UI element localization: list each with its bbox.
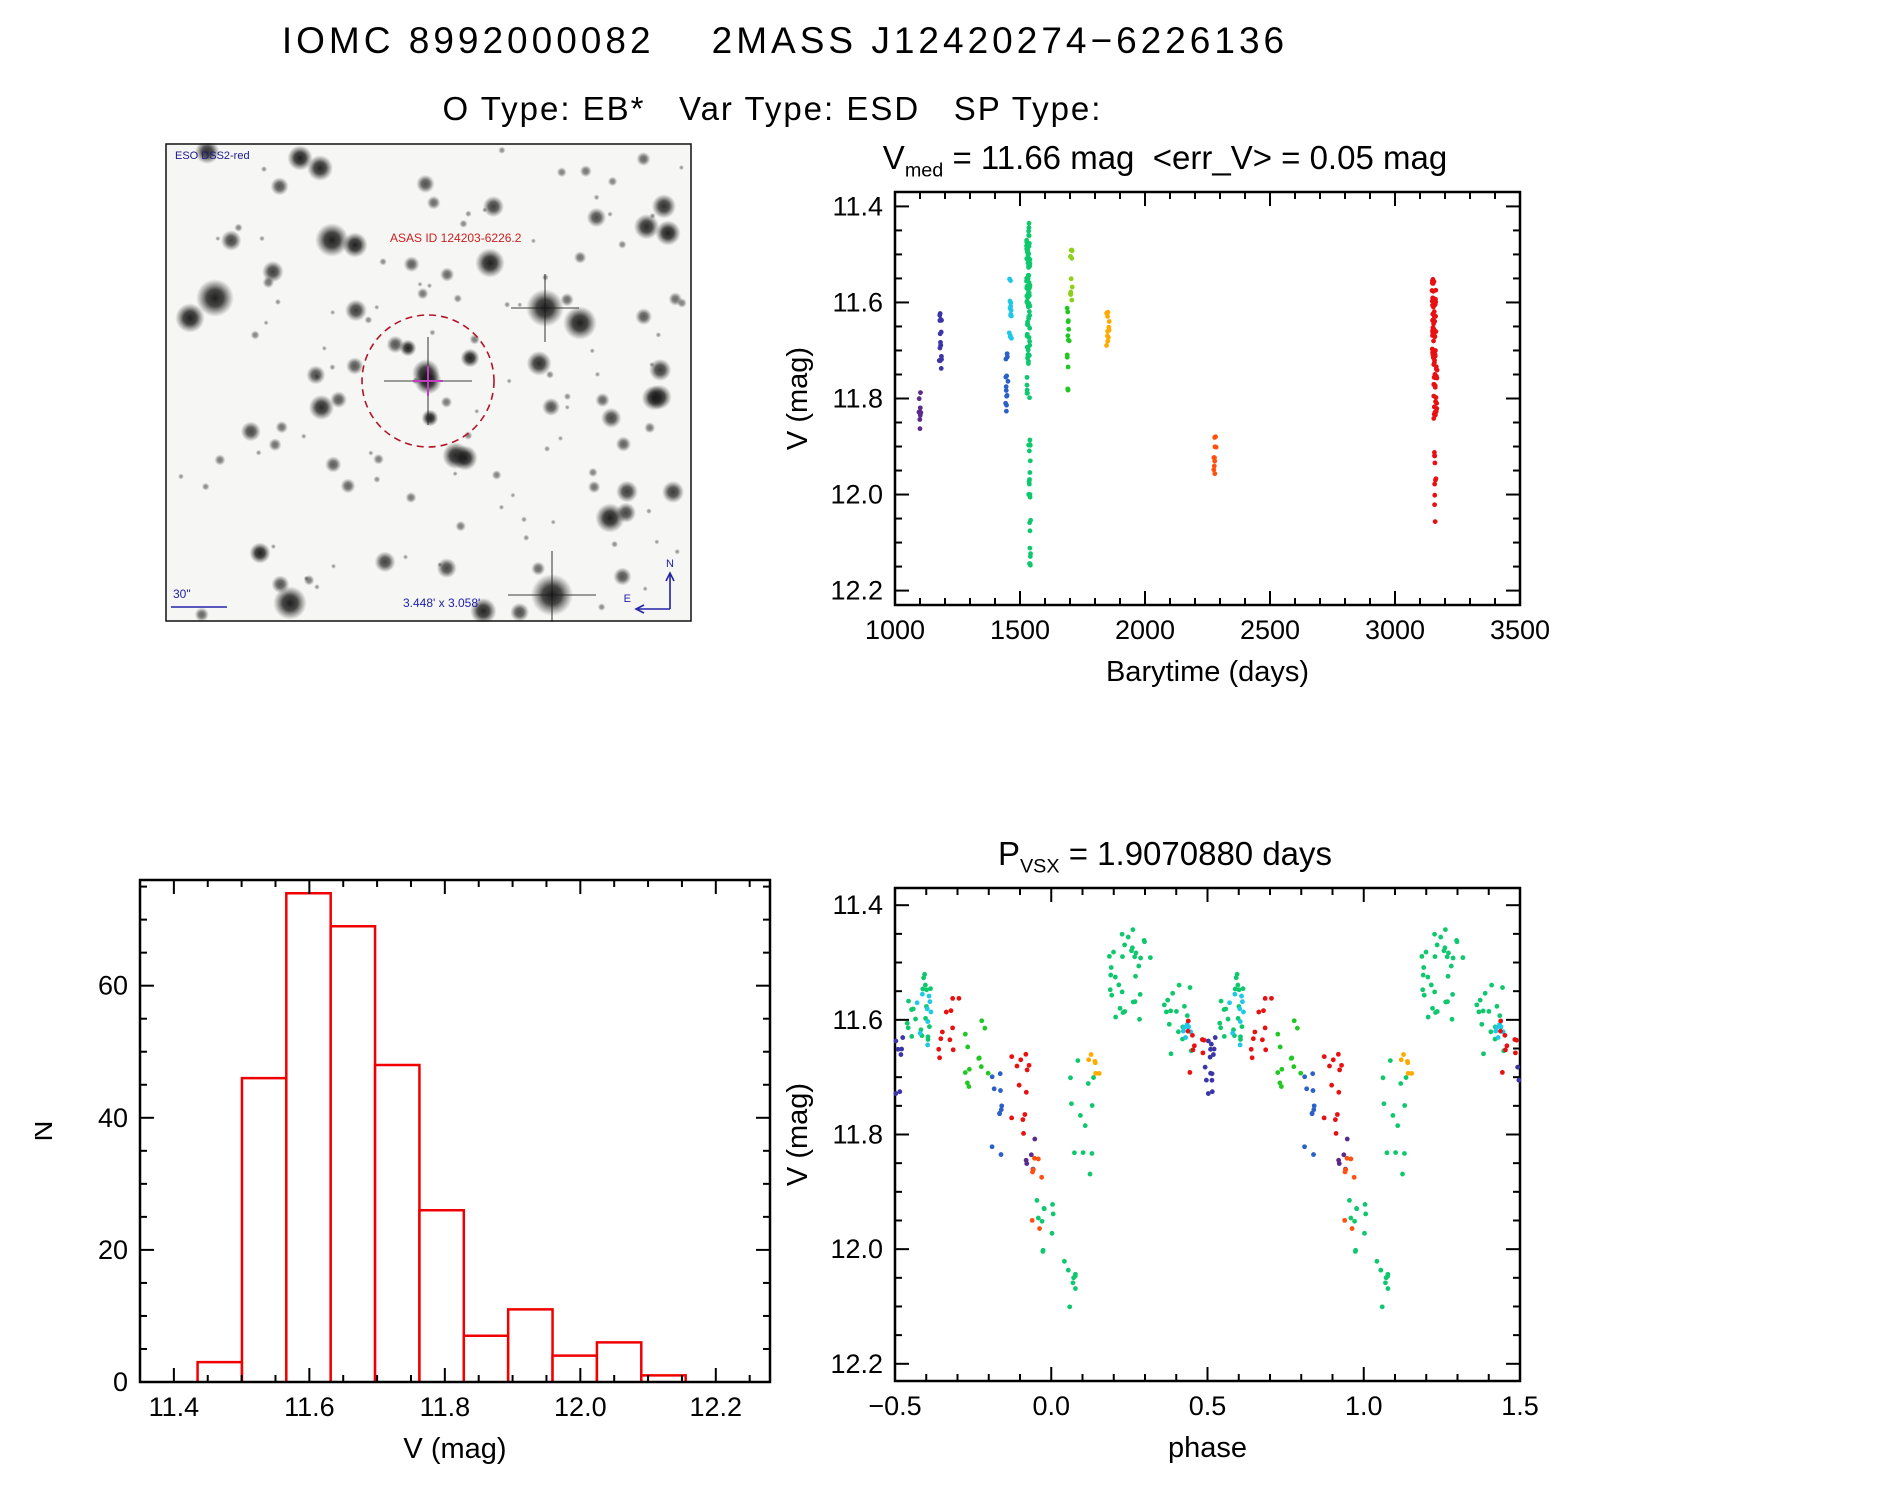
y-axis-label: V (mag) bbox=[782, 1083, 814, 1186]
svg-text:1000: 1000 bbox=[865, 615, 925, 645]
title-main: V bbox=[882, 139, 905, 176]
svg-text:0.0: 0.0 bbox=[1032, 1391, 1070, 1421]
timeseries-panel: Vmed = 11.66 mag <err_V> = 0.05 mag 1000… bbox=[775, 136, 1555, 695]
axis-titles: V (mag) N bbox=[35, 1121, 507, 1465]
histogram-panel: 11.4 11.6 11.8 12.0 12.2 0 20 40 60 V (mag) N bbox=[35, 862, 795, 1487]
histogram-plot: 11.4 11.6 11.8 12.0 12.2 0 20 40 60 V (mag) N bbox=[35, 878, 772, 1465]
svg-text:1.0: 1.0 bbox=[1345, 1391, 1383, 1421]
svg-text:11.8: 11.8 bbox=[420, 1392, 471, 1422]
svg-text:2000: 2000 bbox=[1115, 615, 1175, 645]
timeseries-title: Vmed = 11.66 mag <err_V> = 0.05 mag bbox=[775, 136, 1555, 182]
phase-title: PVSX = 1.9070880 days bbox=[775, 832, 1555, 878]
svg-text:1.5: 1.5 bbox=[1501, 1391, 1539, 1421]
x-axis-label: phase bbox=[1168, 1432, 1247, 1464]
svg-text:11.6: 11.6 bbox=[284, 1392, 335, 1422]
svg-text:0: 0 bbox=[113, 1367, 128, 1397]
compass-icon bbox=[634, 571, 675, 614]
title-rest: = 1.9070880 days bbox=[1059, 835, 1333, 872]
svg-text:1500: 1500 bbox=[990, 615, 1050, 645]
svg-text:20: 20 bbox=[98, 1235, 128, 1265]
svg-text:12.2: 12.2 bbox=[690, 1392, 743, 1422]
svg-text:2500: 2500 bbox=[1240, 615, 1300, 645]
svg-text:11.4: 11.4 bbox=[149, 1392, 200, 1422]
finder-chart-image: ESO DSS2-red ASAS ID 124203-6226.2 30" 3.44… bbox=[165, 143, 692, 622]
title-main: P bbox=[997, 835, 1020, 872]
svg-text:11.6: 11.6 bbox=[832, 1005, 883, 1035]
axis-titles: Barytime (days) V (mag) bbox=[782, 347, 1309, 688]
phase-points bbox=[893, 927, 1522, 1310]
east-label: E bbox=[624, 593, 631, 605]
svg-text:12.2: 12.2 bbox=[830, 576, 883, 606]
title-subscript: med bbox=[904, 159, 944, 182]
x-axis-label: V (mag) bbox=[403, 1433, 506, 1465]
svg-text:11.4: 11.4 bbox=[832, 191, 883, 221]
axis-tick-labels: −0.5 0.0 0.5 1.0 1.5 11.4 11.6 11.8 12.0 12.2 bbox=[830, 890, 1538, 1421]
x-axis-label: Barytime (days) bbox=[1106, 656, 1309, 688]
svg-text:11.6: 11.6 bbox=[832, 287, 883, 317]
axis-tick-labels: 1000 1500 2000 2500 3000 3500 11.4 11.6 11.8 12.0… bbox=[830, 191, 1550, 645]
svg-text:60: 60 bbox=[98, 971, 128, 1001]
svg-text:−0.5: −0.5 bbox=[868, 1391, 921, 1421]
target-cross-marker bbox=[413, 366, 443, 396]
target-label: ASAS ID 124203-6226.2 bbox=[390, 231, 522, 245]
object-type-line: O Type: EB* Var Type: ESD SP Type: bbox=[442, 90, 1103, 127]
title-rest: = 11.66 mag <err_V> = 0.05 mag bbox=[943, 139, 1448, 176]
page-title: IOMC 8992000082 2MASS J12420274−6226136 bbox=[281, 20, 1289, 61]
histogram-bars bbox=[196, 891, 687, 1382]
y-axis-label: N bbox=[35, 1121, 59, 1142]
finder-frame bbox=[165, 143, 692, 622]
phase-plot: −0.5 0.0 0.5 1.0 1.511.411.611.812.012.2phas… bbox=[782, 886, 1539, 1464]
svg-text:12.0: 12.0 bbox=[830, 1234, 883, 1264]
svg-text:12.2: 12.2 bbox=[830, 1349, 883, 1379]
axis-titles: phase V (mag) bbox=[782, 1083, 1247, 1464]
title-subscript: VSX bbox=[1019, 855, 1060, 878]
survey-label: ESO DSS2-red bbox=[175, 150, 250, 162]
finder-overlays: ESO DSS2-red ASAS ID 124203-6226.2 30" 3.44… bbox=[171, 150, 675, 614]
svg-text:3500: 3500 bbox=[1490, 615, 1550, 645]
svg-text:11.8: 11.8 bbox=[832, 1120, 883, 1150]
svg-text:12.0: 12.0 bbox=[830, 480, 883, 510]
scale-bar-label: 30" bbox=[173, 587, 191, 601]
axes bbox=[893, 190, 1522, 607]
axes bbox=[893, 886, 1522, 1383]
svg-text:12.0: 12.0 bbox=[554, 1392, 607, 1422]
target-circle bbox=[361, 314, 495, 448]
axis-tick-labels: 11.4 11.6 11.8 12.0 12.2 0 20 40 60 bbox=[98, 971, 742, 1422]
svg-text:40: 40 bbox=[98, 1103, 128, 1133]
svg-text:11.4: 11.4 bbox=[832, 890, 883, 920]
fov-label: 3.448' x 3.058' bbox=[403, 596, 480, 610]
y-axis-label: V (mag) bbox=[782, 347, 814, 450]
finder-chart-panel: ESO DSS2-red ASAS ID 124203-6226.2 30" 3.44… bbox=[165, 143, 692, 622]
svg-text:3000: 3000 bbox=[1365, 615, 1425, 645]
timeseries-points bbox=[916, 220, 1440, 568]
svg-text:0.5: 0.5 bbox=[1189, 1391, 1227, 1421]
svg-text:11.8: 11.8 bbox=[832, 384, 883, 414]
phase-panel: PVSX = 1.9070880 days −0.5 0.0 0.5 1.0 1.5 11… bbox=[775, 832, 1555, 1491]
north-label: N bbox=[666, 558, 674, 570]
timeseries-plot: 1000 1500 2000 2500 3000 3500 11.4 11.6 11.8 12.0… bbox=[782, 190, 1550, 688]
axes bbox=[138, 878, 772, 1384]
